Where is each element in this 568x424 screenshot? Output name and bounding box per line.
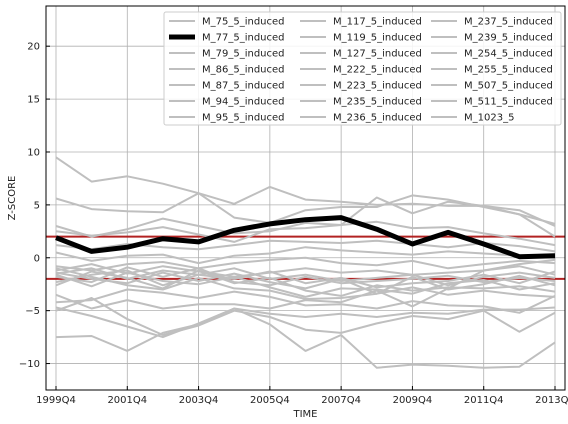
series-line-m-237-5-induced: [55, 271, 556, 298]
legend-label: M_117_5_induced: [333, 17, 422, 28]
x-axis-label: TIME: [292, 409, 317, 420]
y-tick-label: −10: [19, 359, 40, 370]
legend-label: M_255_5_induced: [464, 65, 553, 76]
x-tick-label: 2003Q4: [179, 395, 219, 406]
y-axis-label: Z-SCORE: [7, 176, 18, 221]
series-line-m-77-5-induced: [55, 215, 556, 260]
legend-label: M_127_5_induced: [333, 49, 422, 60]
series-line-m-222-5-induced: [55, 266, 556, 287]
plot-frame: [45, 5, 566, 391]
x-tick-label: 2007Q4: [321, 395, 361, 406]
y-tick-label: 10: [27, 147, 40, 158]
legend-label: M_1023_5: [464, 113, 514, 124]
series-line-m-1023-5: [55, 307, 556, 369]
series-line-m-239-5-induced: [55, 267, 556, 300]
series-line-m-511-5-induced: [55, 297, 556, 336]
series-line-m-117-5-induced: [55, 256, 556, 272]
x-tick-label: 2011Q4: [464, 395, 504, 406]
legend: M_75_5_induced M_77_5_induced M_79_5_induc…: [163, 11, 562, 126]
legend-label: M_223_5_induced: [333, 81, 422, 92]
legend-label: M_94_5_induced: [202, 97, 285, 108]
legend-label: M_507_5_induced: [464, 81, 553, 92]
y-tick-label: −5: [25, 306, 40, 317]
legend-label: M_236_5_induced: [333, 113, 422, 124]
x-tick-label: 2009Q4: [393, 395, 433, 406]
legend-box: [163, 11, 562, 126]
y-tick-label: 15: [27, 95, 40, 106]
series-line-m-254-5-induced: [55, 258, 556, 310]
legend-label: M_239_5_induced: [464, 33, 553, 44]
series-line-m-87-5-induced: [55, 220, 556, 247]
series-line-m-95-5-induced: [55, 246, 556, 265]
series-line-m-236-5-induced: [55, 269, 556, 297]
series-layer: [55, 156, 556, 369]
x-tick-label: 2001Q4: [107, 395, 147, 406]
series-line-m-75-5-induced: [55, 156, 556, 227]
series-line-m-507-5-induced: [55, 306, 556, 339]
legend-label: M_119_5_induced: [333, 33, 422, 44]
y-tick-label: 5: [34, 200, 40, 211]
legend-label: M_75_5_induced: [202, 17, 285, 28]
x-tick-label: 1999Q4: [36, 395, 76, 406]
series-line-m-86-5-induced: [55, 196, 556, 238]
axis-ticks: −10 −5 0 5 10 15 20 1999Q4 2001Q4 2003Q4 2005Q4 200…: [19, 42, 568, 406]
legend-label: M_95_5_induced: [202, 113, 285, 124]
y-tick-label: 20: [27, 42, 40, 53]
legend-label: M_79_5_induced: [202, 49, 285, 60]
legend-label: M_77_5_induced: [202, 33, 285, 44]
legend-label: M_511_5_induced: [464, 97, 553, 108]
series-line-m-235-5-induced: [55, 271, 556, 295]
x-tick-label: 2013Q4: [535, 395, 568, 406]
legend-label: M_254_5_induced: [464, 49, 553, 60]
legend-label: M_235_5_induced: [333, 97, 422, 108]
series-line-m-255-5-induced: [55, 288, 556, 314]
legend-label: M_87_5_induced: [202, 81, 285, 92]
legend-label: M_86_5_induced: [202, 65, 285, 76]
y-tick-label: 0: [34, 253, 40, 264]
legend-label: M_222_5_induced: [333, 65, 422, 76]
legend-label: M_237_5_induced: [464, 17, 553, 28]
x-tick-label: 2005Q4: [250, 395, 290, 406]
